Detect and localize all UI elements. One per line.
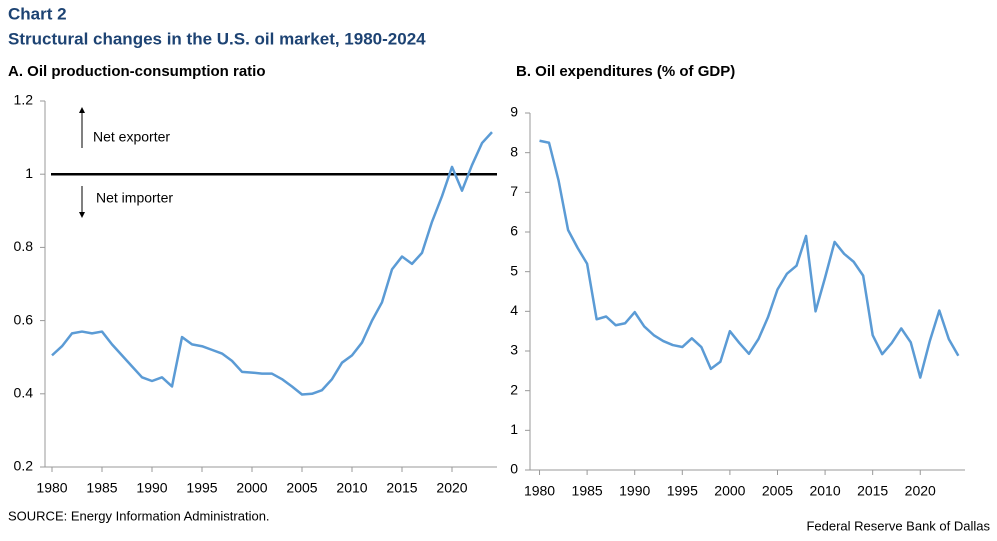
x-tick-label: 1995: [667, 483, 698, 499]
y-tick-label: 8: [510, 143, 518, 159]
y-tick-label: 7: [510, 183, 518, 199]
page-subtitle: Structural changes in the U.S. oil marke…: [8, 29, 426, 48]
x-tick-label: 2020: [905, 483, 936, 499]
x-tick-label: 2000: [714, 483, 745, 499]
x-tick-label: 1990: [619, 483, 650, 499]
y-tick-label: 4: [510, 302, 518, 318]
x-tick-label: 2005: [762, 483, 793, 499]
chart-title: B. Oil expenditures (% of GDP): [516, 63, 735, 80]
x-tick-label: 2020: [436, 480, 467, 496]
x-tick-label: 2000: [236, 480, 267, 496]
y-tick-label: 0.8: [14, 238, 34, 254]
y-tick-label: 0.4: [14, 385, 34, 401]
x-tick-label: 1990: [136, 480, 167, 496]
y-tick-label: 1.2: [14, 92, 34, 108]
x-tick-label: 1980: [36, 480, 67, 496]
data-line: [539, 139, 960, 379]
data-line: [51, 131, 493, 396]
x-tick-label: 1985: [86, 480, 117, 496]
y-tick-label: 6: [510, 223, 518, 239]
x-tick-label: 2015: [386, 480, 417, 496]
x-tick-label: 1980: [524, 483, 555, 499]
page-title: Chart 2: [8, 4, 67, 23]
annotation: Net exporter: [93, 129, 170, 145]
y-tick-label: 3: [510, 342, 518, 358]
chart-title: A. Oil production-consumption ratio: [8, 63, 265, 80]
y-tick-label: 0.2: [14, 458, 34, 474]
x-tick-label: 1985: [572, 483, 603, 499]
y-tick-label: 2: [510, 381, 518, 397]
source-note: SOURCE: Energy Information Administratio…: [8, 508, 270, 523]
annotation: Net importer: [96, 190, 173, 206]
y-tick-label: 1: [25, 165, 33, 181]
x-tick-label: 2010: [336, 480, 367, 496]
y-tick-label: 0: [510, 461, 518, 477]
credit: Federal Reserve Bank of Dallas: [806, 518, 990, 533]
x-tick-label: 1995: [186, 480, 217, 496]
y-tick-label: 5: [510, 262, 518, 278]
y-tick-label: 0.6: [14, 311, 34, 327]
y-tick-label: 9: [510, 104, 518, 120]
x-tick-label: 2015: [857, 483, 888, 499]
y-tick-label: 1: [510, 421, 518, 437]
x-tick-label: 2005: [286, 480, 317, 496]
x-tick-label: 2010: [809, 483, 840, 499]
